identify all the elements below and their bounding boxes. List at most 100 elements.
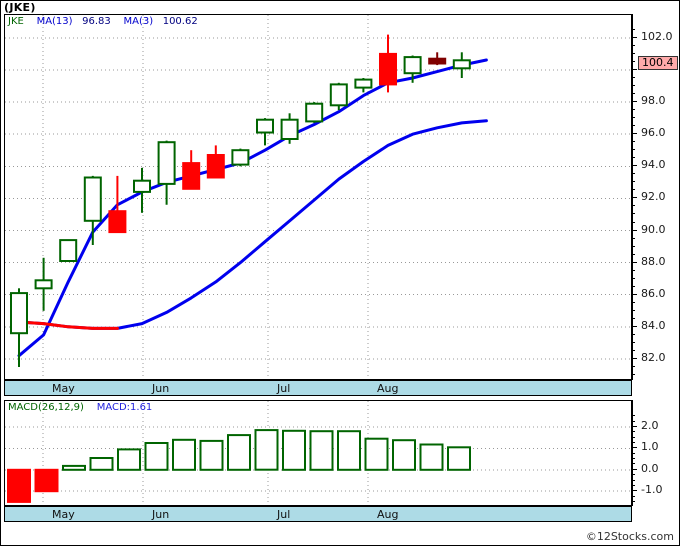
macd-legend: MACD(26,12,9) MACD:1.61 bbox=[8, 402, 152, 413]
macd-minor-tick bbox=[632, 484, 635, 486]
price-minor-tick bbox=[632, 237, 635, 239]
price-minor-tick bbox=[632, 77, 635, 78]
price-minor-tick bbox=[632, 189, 635, 191]
price-tick-label: 86.0 bbox=[641, 286, 666, 300]
price-minor-tick bbox=[632, 374, 635, 375]
price-minor-tick bbox=[632, 141, 635, 143]
price-tick-label: 98.0 bbox=[641, 94, 666, 108]
price-tick-label: 82.0 bbox=[641, 350, 666, 364]
price-tick-mark bbox=[632, 197, 637, 199]
price-minor-tick bbox=[632, 181, 635, 183]
price-tick-label: 84.0 bbox=[641, 318, 666, 332]
macd-minor-tick bbox=[632, 495, 635, 497]
price-tick-label: 90.0 bbox=[641, 222, 666, 236]
price-minor-tick bbox=[632, 125, 635, 127]
month-label: Aug bbox=[377, 508, 399, 521]
macd-tick-mark bbox=[632, 490, 637, 492]
price-tick-label: 88.0 bbox=[641, 254, 666, 268]
macd-plot bbox=[5, 401, 631, 505]
price-tick-mark bbox=[632, 325, 637, 327]
price-tick-mark bbox=[632, 357, 637, 359]
macd-chart-panel: MACD(26,12,9) MACD:1.61 bbox=[4, 400, 632, 506]
macd-y-axis: -1.0 0.0 1.0 2.0 bbox=[632, 400, 679, 506]
price-tick-mark bbox=[632, 229, 637, 231]
legend-symbol: JKE bbox=[8, 16, 24, 27]
last-price-badge: 100.4 bbox=[638, 55, 678, 70]
price-minor-tick bbox=[632, 277, 635, 279]
macd-legend-label: MACD(26,12,9) bbox=[8, 402, 84, 413]
price-tick-mark bbox=[632, 165, 637, 167]
macd-minor-tick bbox=[632, 452, 635, 454]
price-minor-tick bbox=[632, 93, 635, 94]
price-tick-mark bbox=[632, 101, 637, 103]
price-minor-tick bbox=[632, 44, 635, 46]
page-title: (JKE) bbox=[4, 1, 36, 14]
price-minor-tick bbox=[632, 60, 635, 62]
price-minor-tick bbox=[632, 157, 635, 159]
price-date-axis: May Jun Jul Aug bbox=[4, 380, 632, 396]
month-label: Aug bbox=[377, 382, 399, 395]
macd-minor-tick bbox=[632, 458, 635, 460]
price-y-axis: 82.0 84.0 86.0 88.0 90.0 92.0 94.0 96.0 98.0 102.… bbox=[632, 14, 679, 380]
legend-ma-slow-value: 96.83 bbox=[82, 16, 111, 27]
macd-minor-tick bbox=[632, 420, 635, 422]
macd-minor-tick bbox=[632, 431, 635, 433]
macd-minor-tick bbox=[632, 442, 635, 443]
macd-tick-label: 1.0 bbox=[641, 440, 659, 454]
price-minor-tick bbox=[632, 149, 635, 151]
price-minor-tick bbox=[632, 333, 635, 335]
price-minor-tick bbox=[632, 245, 635, 247]
price-minor-tick bbox=[632, 52, 635, 54]
price-minor-tick bbox=[632, 253, 635, 255]
price-axis-spine bbox=[632, 14, 633, 380]
price-legend: JKE MA(13) 96.83 MA(3) 100.62 bbox=[8, 16, 198, 27]
price-minor-tick bbox=[632, 269, 635, 271]
price-minor-tick bbox=[632, 117, 635, 119]
price-tick-label: 96.0 bbox=[641, 126, 666, 140]
legend-ma-fast-label: MA(3) bbox=[123, 16, 154, 27]
price-chart-panel: JKE MA(13) 96.83 MA(3) 100.62 bbox=[4, 14, 632, 380]
price-tick-mark bbox=[632, 293, 637, 295]
legend-ma-slow-label: MA(13) bbox=[36, 16, 73, 27]
macd-tick-label: 2.0 bbox=[641, 418, 659, 432]
price-minor-tick bbox=[632, 221, 635, 223]
macd-minor-tick bbox=[632, 500, 635, 502]
macd-tick-label: 0.0 bbox=[641, 461, 659, 475]
macd-tick-mark bbox=[632, 425, 637, 427]
price-tick-label: 94.0 bbox=[641, 158, 666, 172]
price-minor-tick bbox=[632, 109, 635, 111]
watermark-credit: ©12Stocks.com bbox=[585, 530, 674, 543]
macd-tick-mark bbox=[632, 468, 637, 470]
month-label: Jul bbox=[277, 382, 291, 395]
month-label: Jun bbox=[152, 508, 170, 521]
price-minor-tick bbox=[632, 317, 635, 319]
price-minor-tick bbox=[632, 366, 635, 367]
price-plot bbox=[5, 15, 631, 379]
price-tick-mark bbox=[632, 133, 637, 135]
price-minor-tick bbox=[632, 309, 635, 311]
price-minor-tick bbox=[632, 173, 635, 175]
macd-minor-tick bbox=[632, 436, 635, 438]
price-minor-tick bbox=[632, 285, 635, 287]
macd-tick-mark bbox=[632, 447, 637, 449]
price-tick-label: 92.0 bbox=[641, 190, 666, 204]
price-minor-tick bbox=[632, 301, 635, 303]
price-minor-tick bbox=[632, 205, 635, 207]
macd-legend-value: MACD:1.61 bbox=[96, 402, 153, 413]
price-minor-tick bbox=[632, 28, 635, 30]
macd-date-axis: May Jun Jul Aug bbox=[4, 506, 632, 522]
macd-minor-tick bbox=[632, 415, 635, 417]
month-label: Jun bbox=[152, 382, 170, 395]
macd-tick-label: -1.0 bbox=[641, 483, 663, 497]
month-label: Jul bbox=[277, 508, 291, 521]
month-label: May bbox=[52, 508, 75, 521]
price-tick-mark bbox=[632, 261, 637, 263]
price-tick-mark bbox=[632, 36, 637, 38]
price-minor-tick bbox=[632, 341, 635, 343]
price-tick-label: 102.0 bbox=[641, 29, 673, 43]
price-minor-tick bbox=[632, 85, 635, 86]
price-minor-tick bbox=[632, 349, 635, 351]
macd-minor-tick bbox=[632, 463, 635, 465]
price-tick-mark bbox=[632, 69, 637, 70]
